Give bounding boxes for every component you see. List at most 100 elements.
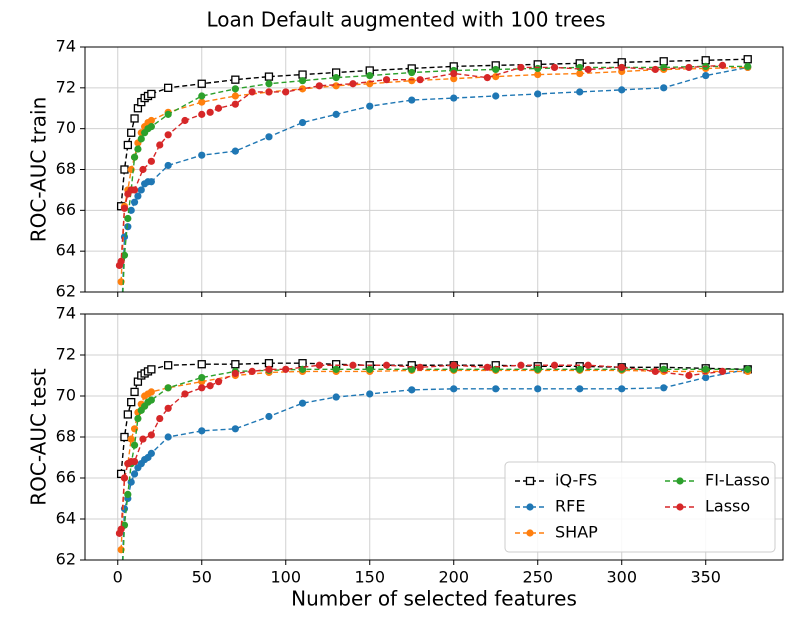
marker: [118, 329, 125, 336]
marker: [248, 88, 256, 96]
marker: [197, 360, 206, 369]
y-tick-label: 72: [56, 345, 76, 364]
y-tick-label: 62: [56, 550, 76, 569]
legend-marker: [526, 503, 534, 511]
marker: [618, 86, 626, 94]
marker: [366, 365, 374, 373]
marker: [137, 135, 145, 143]
legend-marker: [676, 477, 684, 485]
y-tick-label: 64: [56, 241, 76, 260]
marker: [164, 384, 172, 392]
marker: [534, 70, 542, 79]
marker: [298, 118, 307, 127]
legend: iQ-FS RFE SHAP FI-Lasso Lasso: [504, 461, 776, 553]
marker: [147, 157, 155, 165]
marker: [147, 431, 155, 439]
marker: [298, 359, 307, 368]
y-tick-label: 74: [56, 304, 76, 323]
marker: [127, 435, 135, 443]
marker: [534, 64, 542, 73]
marker: [744, 62, 752, 70]
legend-marker: [525, 476, 535, 486]
marker: [120, 474, 129, 482]
series-line: [118, 64, 723, 266]
marker: [198, 384, 206, 392]
marker: [147, 365, 156, 374]
marker: [147, 123, 155, 131]
marker: [366, 71, 374, 80]
x-tick-label: 200: [438, 568, 469, 587]
marker: [231, 92, 239, 100]
marker: [164, 361, 173, 370]
marker: [265, 365, 273, 373]
marker: [147, 178, 155, 186]
marker: [156, 414, 164, 423]
marker: [408, 386, 416, 394]
marker: [576, 385, 584, 393]
marker: [123, 410, 132, 419]
legend-label: FI-Lasso: [705, 471, 770, 490]
marker: [206, 108, 214, 116]
marker: [264, 72, 274, 81]
marker: [332, 82, 340, 90]
axes-frame: [84, 46, 784, 293]
marker: [450, 385, 458, 393]
plot-area: [115, 55, 752, 336]
marker: [534, 385, 542, 393]
y-axis-label: ROC-AUC train: [27, 97, 51, 243]
x-tick-label: 50: [192, 568, 212, 587]
marker: [214, 104, 223, 112]
marker: [120, 204, 129, 212]
marker: [450, 361, 458, 369]
legend-label: RFE: [555, 497, 585, 516]
marker: [130, 425, 139, 433]
marker: [156, 141, 164, 149]
marker: [164, 433, 172, 441]
marker: [206, 382, 214, 390]
marker: [315, 82, 323, 90]
legend-label: Lasso: [705, 497, 750, 516]
marker: [584, 361, 592, 369]
x-axis-label: Number of selected features: [291, 587, 577, 611]
marker: [124, 214, 132, 223]
marker: [118, 329, 125, 336]
marker: [120, 165, 129, 174]
marker: [315, 361, 323, 369]
legend-box: [504, 461, 776, 553]
marker: [134, 414, 142, 423]
marker: [492, 65, 500, 74]
marker: [450, 75, 458, 83]
marker: [118, 597, 125, 604]
marker: [702, 71, 710, 80]
marker: [164, 83, 173, 92]
marker: [130, 198, 139, 206]
marker: [298, 70, 307, 79]
marker: [139, 165, 147, 174]
marker: [120, 251, 129, 259]
marker: [198, 373, 206, 382]
marker: [147, 116, 155, 125]
marker: [332, 110, 340, 118]
marker: [576, 365, 584, 373]
marker: [198, 98, 206, 106]
marker: [416, 76, 424, 84]
marker: [231, 360, 240, 369]
marker: [117, 257, 125, 265]
series-line: [122, 65, 748, 292]
marker: [214, 378, 223, 386]
marker: [450, 69, 458, 78]
marker: [660, 84, 668, 92]
marker: [618, 385, 626, 393]
marker: [282, 365, 290, 373]
marker: [130, 458, 139, 466]
y-tick-label: 66: [56, 468, 76, 487]
marker: [416, 363, 424, 371]
marker: [618, 63, 626, 72]
marker: [332, 393, 340, 401]
marker: [349, 361, 357, 369]
x-tick-label: 150: [354, 568, 385, 587]
marker: [550, 63, 559, 72]
marker: [147, 388, 155, 396]
marker: [127, 397, 136, 407]
